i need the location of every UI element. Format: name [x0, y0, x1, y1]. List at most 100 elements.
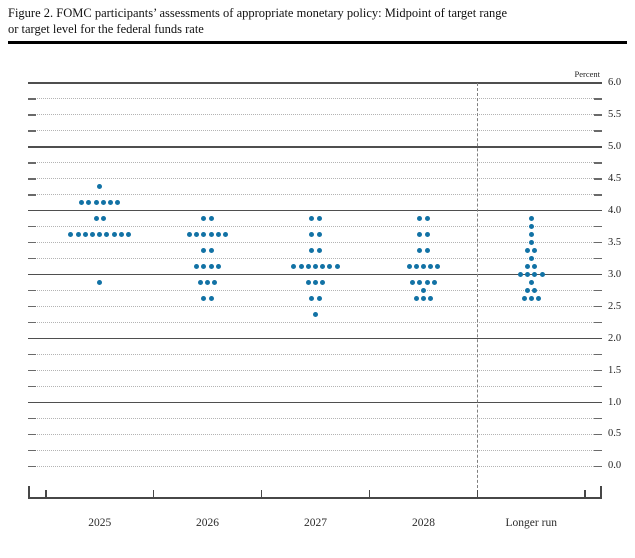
- x-axis-line: [28, 496, 602, 499]
- gridline-minor: [28, 306, 602, 308]
- gridline-left-tick: [28, 449, 36, 452]
- x-axis-left-riser: [28, 485, 30, 498]
- participant-dot: [327, 264, 333, 270]
- gridline-left-tick: [28, 130, 36, 132]
- participant-dot: [428, 264, 434, 270]
- participant-dot: [208, 264, 214, 270]
- y-axis-tick-label: 0.5: [608, 428, 622, 440]
- participant-dot: [100, 216, 106, 222]
- participant-dot: [100, 200, 106, 206]
- gridline-minor: [28, 258, 602, 260]
- participant-dot: [111, 232, 117, 238]
- participant-dot: [417, 280, 423, 286]
- participant-dot: [316, 232, 322, 238]
- participant-dot: [291, 264, 297, 270]
- participant-dot: [313, 280, 318, 286]
- participant-dot: [528, 224, 534, 230]
- gridline-left-tick: [28, 98, 36, 100]
- gridline-minor: [28, 417, 602, 419]
- figure-title: Figure 2. FOMC participants’ assessments…: [8, 5, 628, 37]
- participant-dot: [528, 256, 534, 262]
- gridline-right-tick: [594, 194, 602, 196]
- gridline-left-tick: [28, 385, 36, 388]
- participant-dot: [406, 264, 412, 270]
- x-axis-tick: [152, 489, 155, 498]
- gridline-major: [28, 401, 602, 404]
- x-axis-tick: [368, 489, 371, 498]
- gridline-left-tick: [28, 226, 36, 228]
- y-axis-tick-label: 2.0: [608, 332, 622, 344]
- gridline-left-tick: [28, 465, 36, 468]
- participant-dot: [197, 280, 203, 286]
- longer-run-separator: [477, 83, 478, 498]
- participant-dot: [528, 240, 534, 246]
- participant-dot: [215, 232, 221, 238]
- participant-dot: [421, 264, 426, 270]
- y-axis-tick-label: 0.0: [608, 460, 622, 472]
- gridline-major: [28, 274, 602, 276]
- gridline-minor: [28, 354, 602, 356]
- y-axis-tick-label: 2.5: [608, 300, 622, 312]
- participant-dot: [532, 272, 538, 278]
- participant-dot: [208, 216, 214, 222]
- y-axis-unit-label: Percent: [574, 69, 601, 79]
- participant-dot: [313, 264, 318, 270]
- gridline-right-tick: [594, 289, 602, 292]
- y-axis-tick-label: 4.5: [608, 172, 622, 184]
- y-axis-tick-label: 5.0: [608, 140, 622, 152]
- participant-dot: [435, 264, 441, 270]
- participant-dot: [82, 232, 88, 238]
- gridline-left-tick: [28, 194, 36, 196]
- participant-dot: [201, 296, 207, 302]
- x-axis-category-label: Longer run: [505, 517, 557, 529]
- gridline-right-tick: [594, 433, 602, 436]
- y-axis-tick-label: 5.5: [608, 108, 622, 120]
- participant-dot: [93, 216, 99, 222]
- x-axis-tick: [476, 489, 479, 498]
- participant-dot: [528, 280, 534, 286]
- figure-title-line1: Figure 2. FOMC participants’ assessments…: [8, 6, 508, 20]
- gridline-minor: [28, 226, 602, 228]
- participant-dot: [298, 264, 304, 270]
- y-axis-tick-label: 3.5: [608, 236, 622, 248]
- participant-dot: [417, 216, 423, 222]
- gridline-right-tick: [594, 385, 602, 388]
- gridline-minor: [28, 370, 602, 372]
- gridline-right-tick: [594, 449, 602, 452]
- gridline-right-tick: [594, 98, 602, 100]
- participant-dot: [309, 296, 315, 302]
- participant-dot: [86, 200, 92, 206]
- participant-dot: [313, 312, 318, 318]
- participant-dot: [320, 280, 326, 286]
- participant-dot: [532, 288, 538, 294]
- gridline-minor: [28, 290, 602, 292]
- participant-dot: [68, 232, 74, 238]
- participant-dot: [305, 280, 311, 286]
- participant-dot: [118, 232, 124, 238]
- participant-dot: [525, 288, 531, 294]
- gridline-right-tick: [594, 417, 602, 420]
- gridline-minor: [28, 178, 602, 180]
- y-axis-tick-label: 4.0: [608, 204, 622, 216]
- participant-dot: [421, 288, 426, 294]
- gridline-minor: [28, 130, 602, 132]
- participant-dot: [421, 296, 426, 302]
- participant-dot: [525, 264, 531, 270]
- participant-dot: [424, 248, 430, 254]
- participant-dot: [97, 232, 103, 238]
- participant-dot: [187, 232, 192, 238]
- y-axis-tick-label: 6.0: [608, 77, 622, 88]
- gridline-right-tick: [594, 130, 602, 132]
- participant-dot: [417, 232, 423, 238]
- participant-dot: [532, 264, 538, 270]
- gridline-right-tick: [594, 242, 602, 244]
- participant-dot: [223, 232, 228, 238]
- participant-dot: [539, 272, 545, 278]
- participant-dot: [316, 216, 322, 222]
- gridline-minor: [28, 194, 602, 196]
- participant-dot: [428, 296, 434, 302]
- participant-dot: [208, 296, 214, 302]
- participant-dot: [521, 296, 527, 302]
